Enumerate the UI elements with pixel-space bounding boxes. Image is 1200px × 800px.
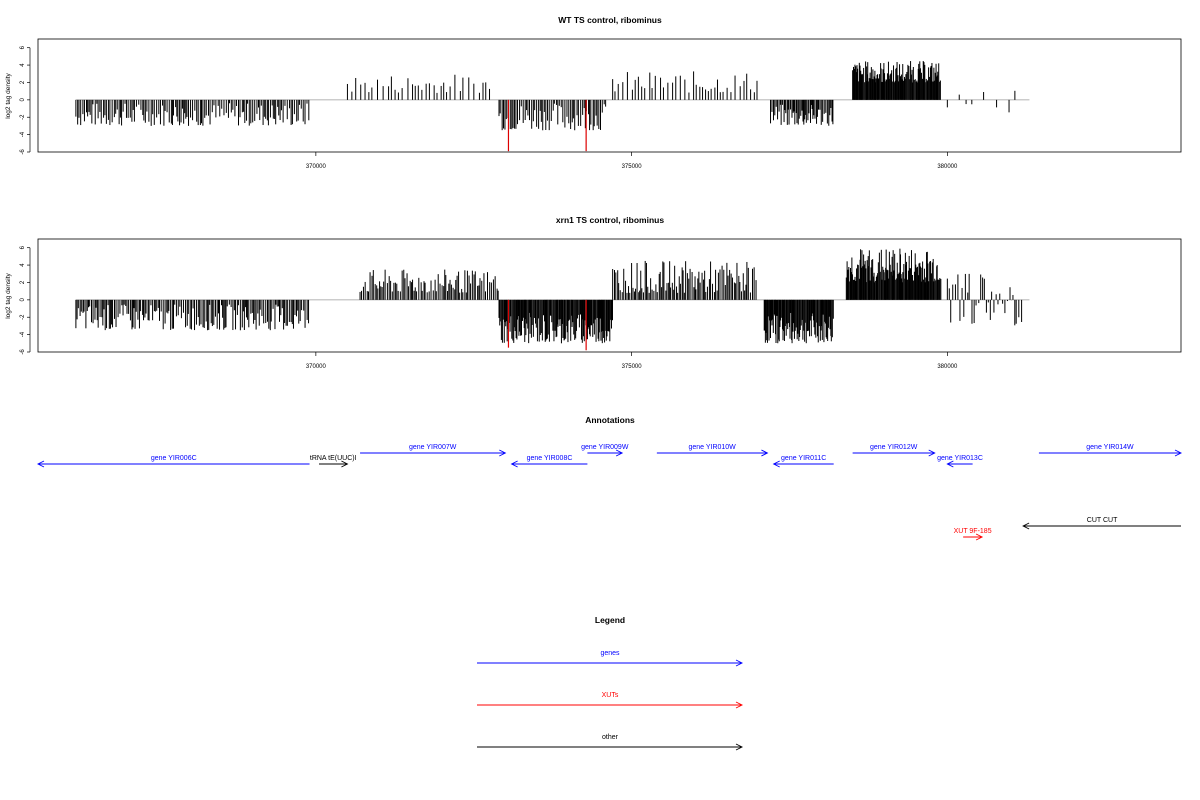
y-tick-label: -4 <box>20 131 26 137</box>
y-tick-label: 0 <box>20 298 26 302</box>
wt-coverage-panel: WT TS control, ribominus 6 4 2 0 -2 -4 -6 3700… <box>5 15 1182 170</box>
x-tick-label: 375000 <box>622 364 643 370</box>
y-tick-label: 4 <box>20 263 26 267</box>
annotation-label: gene YIR007W <box>409 444 457 451</box>
xrn1-panel-title: xrn1 TS control, ribominus <box>556 215 664 225</box>
y-tick-label: 6 <box>20 45 26 49</box>
y-tick-label: 6 <box>20 245 26 249</box>
legend-items: genes XUTs other <box>477 650 744 751</box>
wt-panel-title: WT TS control, ribominus <box>558 15 662 25</box>
legend-item: other <box>477 734 744 751</box>
annotations-track: Annotations gene YIR006C tRNA tE(UUC)Igen… <box>36 415 1183 541</box>
annotation-feature: gene YIR007W <box>360 444 507 457</box>
annotation-label: gene YIR006C <box>151 455 197 462</box>
y-tick-label: -4 <box>20 331 26 337</box>
xrn1-x-axis: 370000 375000 380000 <box>306 352 958 370</box>
annotation-feature: gene YIR014W <box>1038 444 1183 457</box>
annotation-label: gene YIR011C <box>781 455 826 462</box>
annotation-label: gene YIR009W <box>581 444 629 451</box>
x-tick-label: 370000 <box>306 364 327 370</box>
legend: Legend genes XUTs other <box>477 615 744 751</box>
xrn1-y-axis: 6 4 2 0 -2 -4 -6 <box>20 245 31 355</box>
xrn1-coverage-panel: xrn1 TS control, ribominus 6 4 2 0 -2 -4 -6 37… <box>5 215 1182 370</box>
annotations-title: Annotations <box>585 415 635 425</box>
legend-label: genes <box>600 650 620 657</box>
annotation-feature: gene YIR013C <box>937 455 983 468</box>
legend-label: other <box>602 734 619 741</box>
wt-y-axis: 6 4 2 0 -2 -4 -6 <box>20 45 31 155</box>
annotation-feature: gene YIR008C <box>510 455 588 468</box>
annotation-label: gene YIR012W <box>870 444 918 451</box>
annotation-label: gene YIR010W <box>688 444 736 451</box>
annotation-feature: CUT CUT <box>1022 517 1181 530</box>
annotation-label: gene YIR014W <box>1086 444 1134 451</box>
x-tick-label: 375000 <box>622 164 643 170</box>
y-tick-label: 0 <box>20 98 26 102</box>
wt-y-axis-label: log2 tag density <box>5 72 12 118</box>
y-tick-label: -6 <box>20 349 26 355</box>
annotation-feature: gene YIR010W <box>656 444 769 457</box>
xrn1-bars <box>75 248 1030 351</box>
legend-label: XUTs <box>602 692 619 699</box>
wt-x-axis: 370000 375000 380000 <box>306 152 958 170</box>
legend-item: genes <box>477 650 744 667</box>
wt-plot-frame <box>37 38 1182 153</box>
x-tick-label: 380000 <box>937 164 958 170</box>
y-tick-label: -6 <box>20 149 26 155</box>
x-tick-label: 380000 <box>937 364 958 370</box>
annotation-label: CUT CUT <box>1087 517 1118 524</box>
annotation-feature: tRNA tE(UUC)I <box>310 455 357 468</box>
annotation-feature: gene YIR012W <box>852 444 936 457</box>
annotation-label: tRNA tE(UUC)I <box>310 455 357 462</box>
legend-item: XUTs <box>477 692 744 709</box>
x-tick-label: 370000 <box>306 164 327 170</box>
annotation-feature: gene YIR006C <box>36 455 310 468</box>
y-tick-label: 2 <box>20 80 26 84</box>
y-tick-label: 4 <box>20 63 26 67</box>
y-tick-label: -2 <box>20 314 26 320</box>
y-tick-label: 2 <box>20 280 26 284</box>
xrn1-y-axis-label: log2 tag density <box>5 272 12 318</box>
annotation-label: gene YIR008C <box>527 455 573 462</box>
y-tick-label: -2 <box>20 114 26 120</box>
xrn1-plot-frame <box>37 238 1182 353</box>
annotation-label: XUT 9F-185 <box>954 528 992 535</box>
annotation-feature: gene YIR009W <box>581 444 629 457</box>
wt-bars <box>75 60 1030 152</box>
legend-title: Legend <box>595 615 625 625</box>
annotation-feature: XUT 9F-185 <box>954 528 992 541</box>
annotation-label: gene YIR013C <box>937 455 983 462</box>
annotation-feature: gene YIR011C <box>772 455 834 468</box>
annotation-features: gene YIR006C tRNA tE(UUC)I gene YIR007W gen… <box>36 444 1183 541</box>
